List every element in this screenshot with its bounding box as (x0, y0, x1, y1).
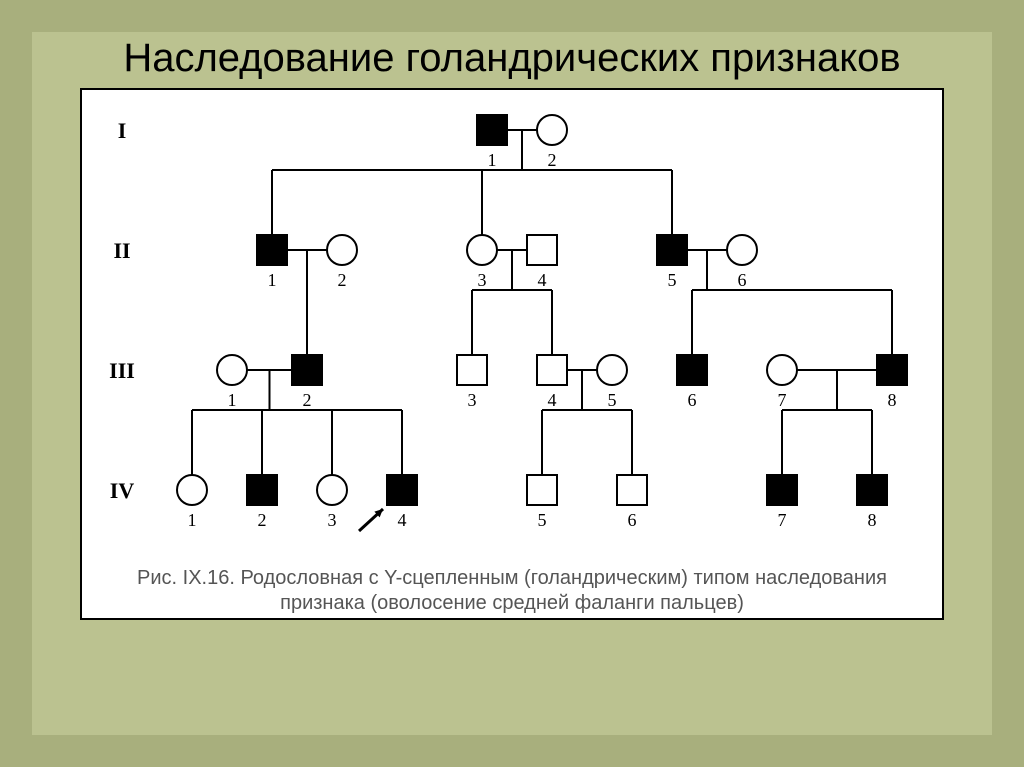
female-symbol (327, 235, 357, 265)
slide-title: Наследование голандрических признаков (32, 36, 992, 80)
individual-number: 2 (338, 270, 347, 290)
male-symbol (477, 115, 507, 145)
male-symbol (257, 235, 287, 265)
female-symbol (767, 355, 797, 385)
male-symbol (387, 475, 417, 505)
individual-number: 2 (258, 510, 267, 530)
individual-number: 3 (328, 510, 337, 530)
generation-label: III (109, 358, 135, 383)
female-symbol (467, 235, 497, 265)
female-symbol (217, 355, 247, 385)
male-symbol (767, 475, 797, 505)
individual-number: 1 (188, 510, 197, 530)
female-symbol (597, 355, 627, 385)
male-symbol (527, 475, 557, 505)
generation-label: IV (110, 478, 135, 503)
female-symbol (317, 475, 347, 505)
pedigree-figure: IIIIIIIV121234561234567812345678 Рис. IX… (80, 88, 944, 620)
male-symbol (247, 475, 277, 505)
individual-number: 4 (548, 390, 557, 410)
male-symbol (677, 355, 707, 385)
female-symbol (537, 115, 567, 145)
individual-number: 8 (888, 390, 897, 410)
figure-caption: Рис. IX.16. Родословная с Y-сцепленным (… (82, 560, 942, 618)
generation-label: I (118, 118, 127, 143)
male-symbol (617, 475, 647, 505)
slide-frame: Наследование голандрических признаков II… (0, 0, 1024, 767)
individual-number: 7 (778, 510, 787, 530)
individual-number: 6 (628, 510, 637, 530)
individual-number: 1 (268, 270, 277, 290)
pedigree-svg: IIIIIIIV121234561234567812345678 (82, 90, 942, 560)
individual-number: 1 (488, 150, 497, 170)
male-symbol (857, 475, 887, 505)
individual-number: 4 (398, 510, 407, 530)
female-symbol (177, 475, 207, 505)
male-symbol (457, 355, 487, 385)
individual-number: 5 (538, 510, 547, 530)
male-symbol (292, 355, 322, 385)
individual-number: 5 (608, 390, 617, 410)
individual-number: 4 (538, 270, 547, 290)
male-symbol (657, 235, 687, 265)
male-symbol (537, 355, 567, 385)
male-symbol (877, 355, 907, 385)
individual-number: 3 (478, 270, 487, 290)
male-symbol (527, 235, 557, 265)
individual-number: 6 (688, 390, 697, 410)
individual-number: 3 (468, 390, 477, 410)
generation-label: II (113, 238, 130, 263)
individual-number: 5 (668, 270, 677, 290)
individual-number: 2 (303, 390, 312, 410)
individual-number: 8 (868, 510, 877, 530)
individual-number: 7 (778, 390, 787, 410)
individual-number: 6 (738, 270, 747, 290)
individual-number: 2 (548, 150, 557, 170)
female-symbol (727, 235, 757, 265)
individual-number: 1 (228, 390, 237, 410)
